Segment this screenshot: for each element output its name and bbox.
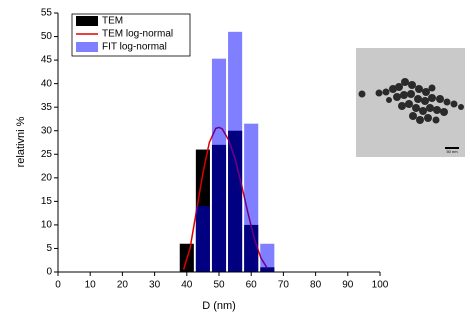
- legend-label: TEM log-normal: [102, 29, 173, 40]
- y-tick-label: 20: [41, 172, 53, 183]
- x-axis-label: D (nm): [202, 300, 236, 312]
- plot-area: [179, 31, 275, 273]
- inset-image: 50 nm: [356, 48, 465, 157]
- legend-label: FIT log-normal: [102, 42, 167, 53]
- x-tick-label: 60: [246, 280, 258, 291]
- y-axis-label: relativni %: [15, 116, 27, 167]
- bar: [195, 206, 210, 272]
- y-tick-label: 50: [41, 31, 53, 42]
- y-tick-label: 40: [41, 78, 53, 89]
- x-tick-label: 40: [181, 280, 193, 291]
- legend-label: TEM: [102, 16, 123, 27]
- y-tick-label: 30: [41, 125, 53, 136]
- x-tick-label: 20: [117, 280, 129, 291]
- legend-swatch: [76, 16, 98, 26]
- x-tick-label: 10: [85, 280, 97, 291]
- x-tick-label: 80: [310, 280, 322, 291]
- legend-swatch: [76, 42, 98, 52]
- y-tick-label: 15: [41, 196, 53, 207]
- y-tick-label: 55: [41, 8, 53, 19]
- bar: [260, 243, 275, 272]
- x-tick-label: 90: [342, 280, 354, 291]
- bar: [211, 58, 227, 273]
- x-tick-label: 50: [213, 280, 225, 291]
- y-tick-label: 10: [41, 220, 53, 231]
- y-tick-label: 0: [46, 267, 52, 278]
- y-tick-label: 45: [41, 55, 53, 66]
- x-tick-label: 0: [55, 280, 61, 291]
- scale-label: 50 nm: [446, 149, 458, 154]
- particles: [358, 78, 464, 124]
- x-tick-label: 30: [149, 280, 161, 291]
- scale-bar: [445, 147, 459, 149]
- legend: TEM TEM log-normal FIT log-normal: [71, 13, 191, 57]
- bar: [244, 123, 259, 272]
- y-tick-label: 35: [41, 102, 53, 113]
- y-tick-label: 25: [41, 149, 53, 160]
- x-tick-label: 70: [278, 280, 290, 291]
- bar: [228, 31, 243, 272]
- y-tick-label: 5: [46, 243, 52, 254]
- x-tick-label: 100: [372, 280, 389, 291]
